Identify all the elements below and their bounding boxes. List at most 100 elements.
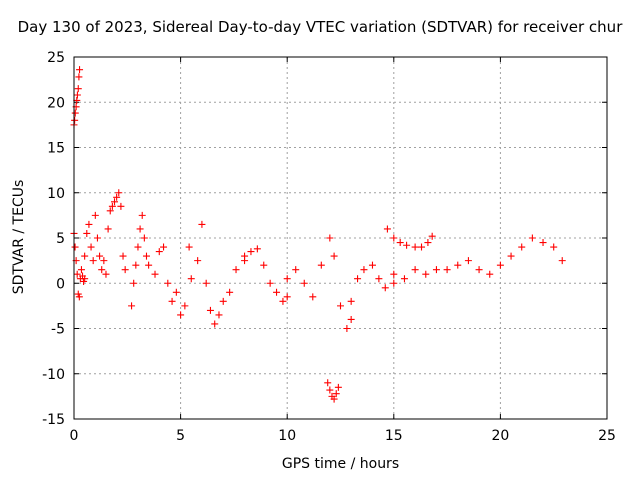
x-tick-label: 15 xyxy=(385,428,403,444)
data-point xyxy=(132,261,140,269)
series-seg-13-15 xyxy=(347,261,398,305)
data-point xyxy=(396,239,404,247)
data-point xyxy=(168,297,176,305)
data-point xyxy=(185,243,193,251)
data-point xyxy=(390,279,398,287)
data-point xyxy=(104,225,112,233)
data-point xyxy=(155,248,163,256)
data-point xyxy=(324,379,332,387)
y-tick-label: 15 xyxy=(47,141,65,157)
data-point xyxy=(81,252,89,260)
data-point xyxy=(232,266,240,274)
data-point xyxy=(432,266,440,274)
data-point xyxy=(206,306,214,314)
data-point xyxy=(91,211,99,219)
data-point xyxy=(247,248,255,256)
data-point xyxy=(181,302,189,310)
data-point xyxy=(164,279,172,287)
series-early-high-segment xyxy=(70,66,84,129)
data-point xyxy=(317,261,325,269)
data-point xyxy=(486,270,494,278)
series-seg-upper-15-17 xyxy=(383,225,436,251)
data-point xyxy=(187,275,195,283)
data-point xyxy=(326,234,334,242)
data-point xyxy=(292,266,300,274)
series-seg-8-10 xyxy=(241,245,291,305)
data-point xyxy=(75,293,83,301)
data-point xyxy=(309,293,317,301)
data-point xyxy=(518,243,526,251)
data-point xyxy=(73,270,81,278)
series-seg-1.6-2.4 xyxy=(104,189,129,274)
data-point xyxy=(115,189,123,197)
data-point xyxy=(528,234,536,242)
data-point xyxy=(119,252,127,260)
data-point xyxy=(273,288,281,296)
data-point xyxy=(343,325,351,332)
data-point xyxy=(368,261,376,269)
y-tick-label: 20 xyxy=(47,95,65,111)
data-point xyxy=(85,220,93,228)
data-point xyxy=(98,266,106,274)
y-tick-label: 5 xyxy=(56,231,65,247)
data-point xyxy=(381,284,389,292)
data-point xyxy=(428,232,436,240)
data-point xyxy=(117,202,125,210)
x-tick-label: 10 xyxy=(278,428,296,444)
data-point xyxy=(334,383,342,391)
data-point xyxy=(424,239,432,247)
data-point xyxy=(422,270,430,278)
data-point xyxy=(475,266,483,274)
data-point xyxy=(496,261,504,269)
axis-ticks: 0 5 10 15 20 25 -15 -10 -5 0 5 10 15 20 25 xyxy=(42,50,616,444)
y-axis-label: SDTVAR / TECUs xyxy=(11,179,27,295)
data-point xyxy=(226,288,234,296)
data-point xyxy=(106,207,114,215)
x-axis-label: GPS time / hours xyxy=(281,456,400,472)
data-point xyxy=(400,275,408,283)
data-point xyxy=(77,266,85,274)
series-seg-0.5-1.5 xyxy=(81,211,110,278)
data-point xyxy=(330,252,338,260)
data-point xyxy=(279,297,287,305)
data-point xyxy=(71,109,79,117)
data-point xyxy=(100,257,108,265)
data-point xyxy=(330,395,338,403)
y-tick-label: -5 xyxy=(51,322,65,338)
data-point xyxy=(130,279,138,287)
series-seg-negative-cluster xyxy=(324,379,342,403)
data-point xyxy=(464,257,472,265)
data-point xyxy=(202,279,210,287)
series-early-low-segment xyxy=(70,229,89,301)
data-point xyxy=(332,390,340,398)
data-point xyxy=(138,211,146,219)
y-tick-label: -10 xyxy=(42,367,65,383)
series-seg-10-13 xyxy=(283,234,355,332)
data-point xyxy=(160,243,168,251)
data-point xyxy=(403,241,411,249)
data-point xyxy=(89,257,97,265)
data-points xyxy=(70,66,566,403)
series-seg-5.5-8 xyxy=(187,220,249,328)
data-point xyxy=(136,225,144,233)
series-seg-2.7-3.5 xyxy=(128,211,153,310)
data-point xyxy=(260,261,268,269)
data-point xyxy=(347,297,355,305)
x-tick-label: 25 xyxy=(598,428,616,444)
data-point xyxy=(71,243,79,251)
chart-title: Day 130 of 2023, Sidereal Day-to-day VTE… xyxy=(17,18,623,36)
data-point xyxy=(558,257,566,265)
x-tick-label: 0 xyxy=(70,428,79,444)
data-point xyxy=(121,266,129,274)
series-seg-3.8-5.5 xyxy=(151,243,193,319)
data-point xyxy=(198,220,206,228)
data-point xyxy=(215,311,223,319)
data-point xyxy=(111,198,119,206)
data-point xyxy=(375,275,383,283)
data-point xyxy=(241,257,249,265)
data-point xyxy=(283,293,291,301)
series-seg-15-23 xyxy=(390,234,566,283)
data-point xyxy=(550,243,558,251)
data-point xyxy=(354,275,362,283)
